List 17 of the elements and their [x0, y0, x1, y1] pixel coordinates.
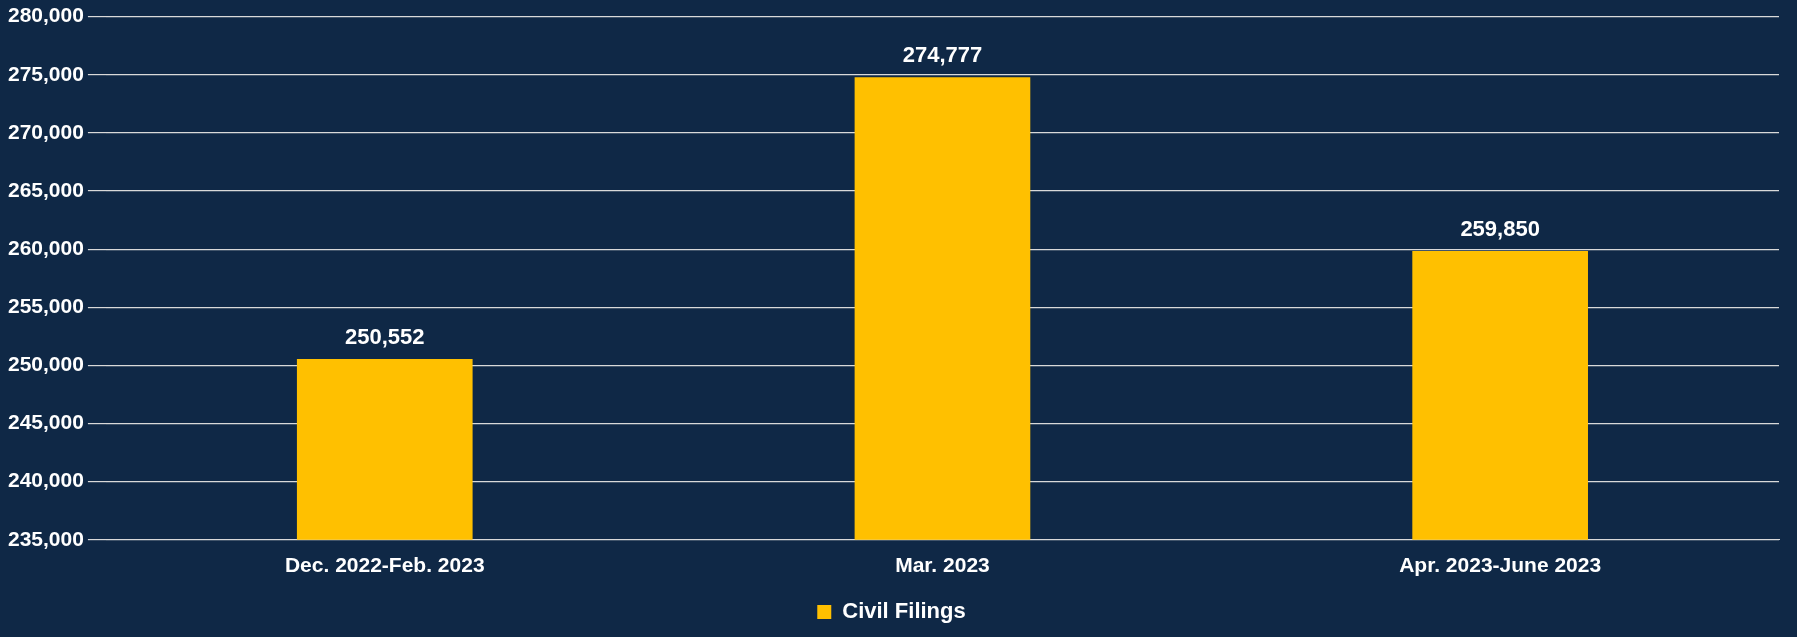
y-tick-label: 280,000 — [7, 3, 84, 27]
y-tick-label: 235,000 — [7, 526, 84, 550]
y-tick-label: 270,000 — [7, 119, 84, 143]
y-tick-label: 250,000 — [7, 352, 84, 376]
y-tick-label: 255,000 — [7, 294, 84, 318]
y-tick-label: 260,000 — [7, 235, 84, 259]
x-tick-label: Mar. 2023 — [895, 553, 990, 577]
y-tick-label: 245,000 — [7, 410, 84, 434]
data-label: 250,552 — [344, 324, 425, 350]
data-label: 259,850 — [1460, 215, 1540, 241]
y-tick-label: 265,000 — [7, 177, 84, 201]
x-tick-label: Dec. 2022-Feb. 2023 — [284, 553, 485, 577]
y-tick-label: 275,000 — [7, 61, 84, 85]
legend-label: Civil Filings — [842, 598, 966, 624]
data-label: 274,777 — [902, 42, 983, 68]
x-tick-label: Apr. 2023-June 2023 — [1399, 553, 1602, 577]
y-tick-label: 240,000 — [7, 468, 84, 492]
